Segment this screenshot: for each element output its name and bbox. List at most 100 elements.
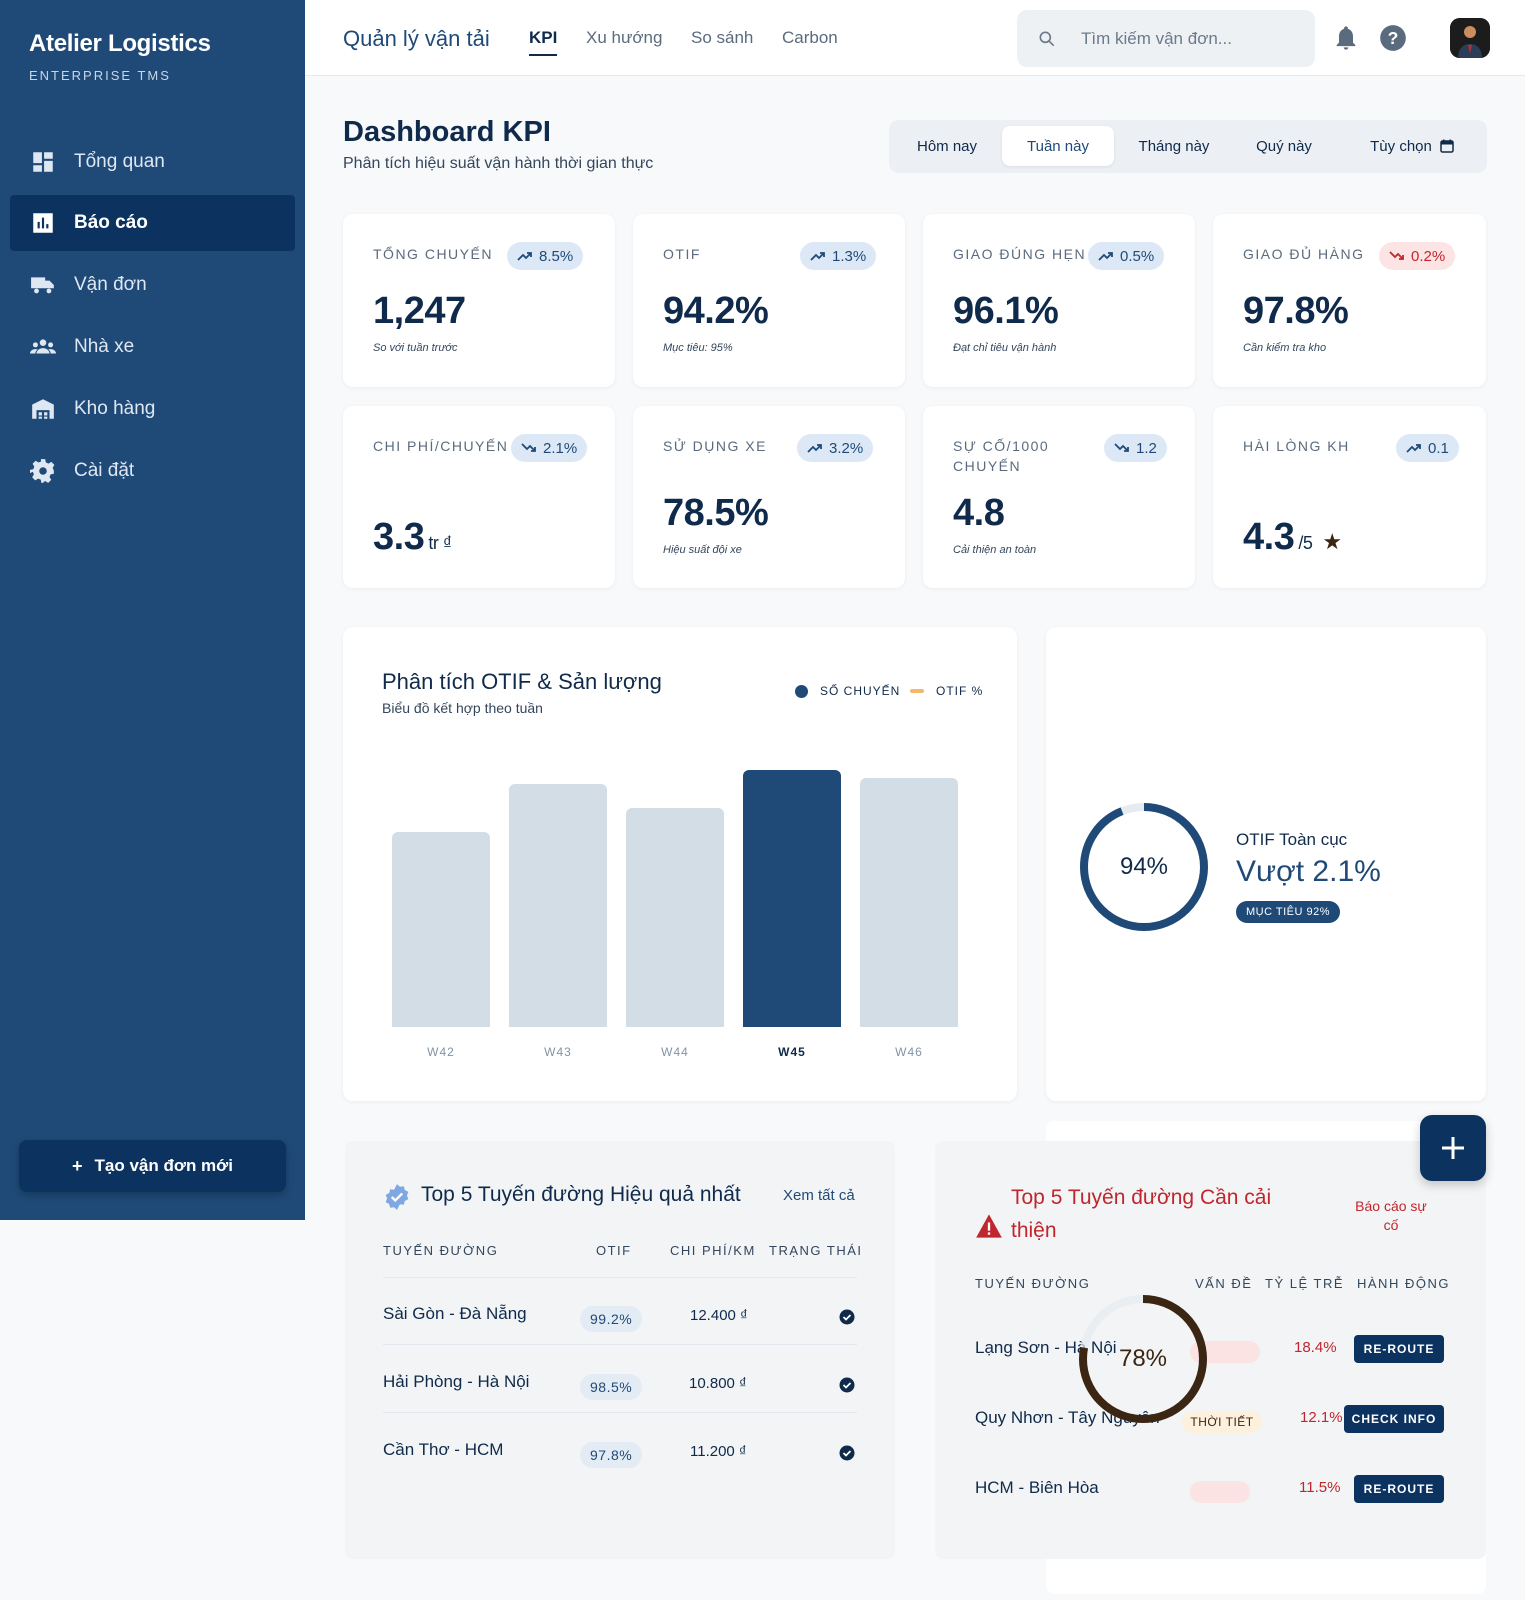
tab-carbon[interactable]: Carbon (782, 28, 838, 47)
new-waybill-button[interactable]: + Tạo vận đơn mới (19, 1140, 286, 1192)
help-icon[interactable]: ? (1379, 24, 1407, 52)
trend-up-icon (807, 444, 822, 453)
kpi-trend-value: 1.2 (1136, 439, 1157, 457)
weak-routes-title-line: Top 5 Tuyến đường Cần cải (1011, 1186, 1272, 1209)
period-today[interactable]: Hôm nay (916, 137, 978, 155)
sidebar-item-label: Nhà xe (74, 336, 135, 357)
kpi-trend-value: 0.5% (1120, 247, 1155, 265)
late-rate: 11.5% (1299, 1479, 1341, 1496)
kpi-card-total-trips: TỔNG CHUYẾN 8.5% 1,247 So với tuần trước (343, 214, 615, 387)
search-input[interactable] (1081, 28, 1301, 49)
kpi-value-number: 3.3 (373, 516, 425, 558)
chart-subtitle: Biểu đồ kết hợp theo tuần (382, 700, 543, 716)
kpi-card-satisfaction: HÀI LÒNG KH 0.1 4.3/5 ★ (1213, 406, 1486, 588)
trend-up-icon (517, 252, 532, 261)
calendar-icon (1440, 139, 1454, 153)
kpi-value: 97.8% (1243, 290, 1349, 332)
chart-x-label: W46 (895, 1045, 923, 1059)
reroute-button[interactable]: RE-ROUTE (1354, 1335, 1444, 1363)
kpi-label: GIAO ĐÚNG HẸN (953, 246, 1087, 262)
weak-routes-title-line: thiện (1011, 1219, 1057, 1242)
tab-kpi[interactable]: KPI (529, 28, 558, 56)
view-all-link[interactable]: Xem tất cả (783, 1187, 855, 1204)
kpi-note: Đạt chỉ tiêu vận hành (953, 342, 1057, 354)
chart-bar-w42[interactable] (392, 832, 490, 1027)
chart-bar-w45[interactable] (743, 770, 841, 1027)
sidebar-item-label: Cài đặt (74, 460, 135, 481)
column-header-route: TUYẾN ĐƯỜNG (383, 1243, 499, 1258)
sidebar-item-reports[interactable]: Báo cáo (10, 195, 295, 251)
dashboard-icon (33, 152, 53, 172)
period-this-quarter[interactable]: Quý này (1256, 137, 1312, 155)
bell-icon[interactable] (1332, 24, 1360, 52)
app-title: Quản lý vận tải (343, 26, 490, 51)
otif-global-card: 94% OTIF Toàn cục Vượt 2.1% MỤC TIÊU 92% (1046, 627, 1486, 1101)
row-divider (383, 1277, 857, 1278)
plus-icon (1442, 1137, 1464, 1159)
chart-x-label: W43 (544, 1045, 572, 1059)
column-header-issue: VẤN ĐỀ (1195, 1276, 1253, 1291)
sidebar-item-carriers[interactable]: Nhà xe (10, 319, 295, 375)
kpi-value-unit: /5 (1298, 533, 1313, 553)
kpi-note: Cần kiểm tra kho (1243, 342, 1327, 354)
cost-value: 11.200 ₫ (690, 1443, 747, 1460)
period-this-month[interactable]: Tháng này (1138, 137, 1210, 155)
kpi-card-fleet-usage: SỬ DỤNG XE 3.2% 78.5% Hiệu suất đội xe (633, 406, 905, 588)
route-name: HCM - Biên Hòa (975, 1478, 1099, 1497)
chart-bar-w46[interactable] (860, 777, 958, 1027)
cost-value: 12.400 ₫ (690, 1307, 748, 1324)
issue-pill (1190, 1341, 1260, 1363)
legend-otif: OTIF % (910, 684, 983, 698)
tab-trends[interactable]: Xu hướng (586, 28, 663, 47)
route-name: Sài Gòn - Đà Nẵng (383, 1304, 527, 1323)
sidebar-item-waybills[interactable]: Vận đơn (10, 257, 295, 313)
cost-value: 10.800 ₫ (689, 1375, 747, 1392)
period-custom[interactable]: Tùy chọn (1344, 126, 1480, 166)
tab-compare[interactable]: So sánh (691, 28, 754, 47)
check-info-button[interactable]: CHECK INFO (1344, 1405, 1444, 1433)
kpi-value: 96.1% (953, 290, 1059, 332)
kpi-trend-value: 8.5% (539, 247, 574, 265)
search-icon (1039, 31, 1055, 46)
check-circle-icon (839, 1309, 855, 1325)
weak-routes-title: Top 5 Tuyến đường Cần cải thiện (1011, 1181, 1271, 1247)
period-selector: Hôm nay Tuần này Tháng này Quý này Tùy c… (889, 120, 1487, 173)
column-header-status: TRẠNG THÁI (769, 1243, 863, 1258)
route-name: Hải Phòng - Hà Nội (383, 1372, 530, 1391)
top-routes-card: Top 5 Tuyến đường Hiệu quả nhất Xem tất … (345, 1141, 895, 1559)
avatar[interactable] (1450, 18, 1490, 58)
chart-title: Phân tích OTIF & Sản lượng (382, 669, 662, 694)
column-header-late-rate: TỶ LỆ TRỄ (1265, 1276, 1345, 1291)
kpi-trend-value: 3.2% (829, 439, 864, 457)
late-rate: 18.4% (1294, 1339, 1337, 1356)
column-header-cost: CHI PHÍ/KM (670, 1243, 756, 1258)
sidebar-item-settings[interactable]: Cài đặt (10, 443, 295, 499)
fab-add-button[interactable] (1420, 1115, 1486, 1181)
chart-bar-w44[interactable] (626, 807, 724, 1027)
kpi-value: 1,247 (373, 290, 466, 332)
trend-down-icon (521, 443, 536, 452)
gear-icon (30, 459, 55, 483)
brand-subtitle: ENTERPRISE TMS (29, 68, 171, 83)
top-routes-title: Top 5 Tuyến đường Hiệu quả nhất (421, 1183, 741, 1206)
sidebar-item-overview[interactable]: Tổng quan (10, 134, 295, 190)
period-this-week[interactable]: Tuần này (1002, 126, 1114, 166)
trend-down-icon (1114, 443, 1129, 452)
legend-dash (910, 689, 924, 693)
reroute-button[interactable]: RE-ROUTE (1354, 1475, 1444, 1503)
trend-up-icon (1098, 252, 1113, 261)
kpi-trend-badge: 0.5% (1088, 242, 1165, 270)
row-divider (383, 1344, 857, 1345)
kpi-value-number: 4.3 (1243, 516, 1295, 558)
kpi-trend-badge: 1.2 (1104, 434, 1167, 462)
legend-label: OTIF % (936, 684, 984, 698)
chart-bar-w43[interactable] (509, 783, 607, 1027)
kpi-card-otif: OTIF 1.3% 94.2% Mục tiêu: 95% (633, 214, 905, 387)
sidebar: Atelier Logistics ENTERPRISE TMS Tổng qu… (0, 0, 305, 1220)
brand-name: Atelier Logistics (29, 30, 211, 57)
sidebar-item-label: Tổng quan (74, 151, 165, 172)
trend-down-icon (1389, 251, 1404, 260)
sidebar-item-label: Vận đơn (74, 274, 147, 295)
sidebar-item-warehouse[interactable]: Kho hàng (10, 381, 295, 437)
report-incident-link[interactable]: Báo cáo sự cố (1351, 1197, 1431, 1235)
